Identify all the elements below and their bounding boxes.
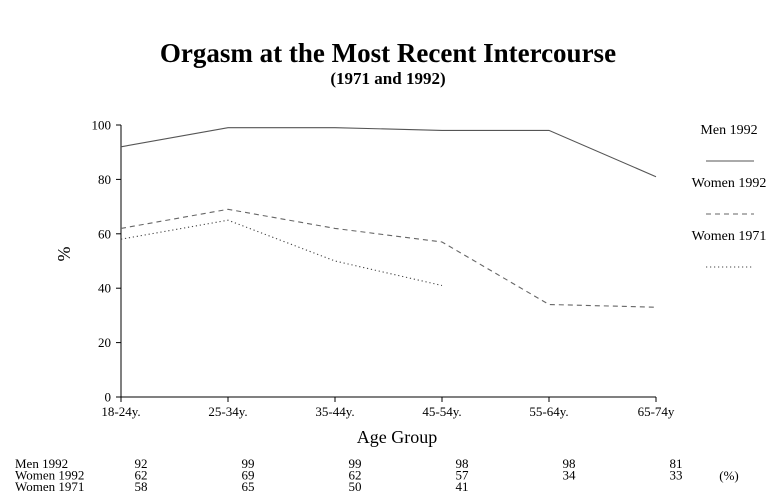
table-cell: 57 [456, 468, 470, 483]
table-cell: 98 [563, 456, 576, 471]
legend-label: Women 1992 [692, 176, 767, 191]
y-tick-label: 40 [98, 281, 111, 296]
legend: Men 1992 Women 1992 Women 1971 [692, 123, 767, 268]
table-cell: 41 [456, 479, 469, 494]
legend-label: Women 1971 [692, 229, 767, 244]
table-cell: 50 [349, 479, 362, 494]
y-tick-label: 80 [98, 172, 111, 187]
y-tick-label: 20 [98, 335, 111, 350]
series-line-men-1992 [120, 127, 657, 178]
table-cell: 58 [135, 479, 148, 494]
table-cell: 34 [563, 468, 577, 483]
table-cell: 62 [349, 468, 362, 483]
x-tick-label: 25-34y. [208, 404, 247, 419]
x-axis-label: Age Group [357, 427, 437, 447]
axes: 0 20 40 60 80 100 18-24y. 25-34y. 35-44y. 45-54y.… [92, 118, 675, 420]
data-table: Men 1992 92 99 99 98 98 81 Women 1992 62 69 62 57 34… [15, 456, 739, 494]
table-cell: 99 [349, 456, 362, 471]
x-tick-label: 45-54y. [422, 404, 461, 419]
y-axis-label: % [54, 247, 74, 262]
x-tick-label: 65-74y [638, 404, 675, 419]
table-cell: 33 [670, 468, 683, 483]
table-row-label: Men 1992 [15, 456, 68, 471]
y-tick-label: 0 [105, 390, 112, 405]
y-tick-label: 60 [98, 226, 111, 241]
table-cell: 98 [456, 456, 469, 471]
table-row-label: Women 1992 [15, 468, 84, 483]
table-row-label: Women 1971 [15, 479, 84, 494]
series-layer [120, 127, 657, 308]
series-line-women-1992 [120, 208, 657, 308]
x-tick-label: 55-64y. [529, 404, 568, 419]
legend-label: Men 1992 [700, 123, 757, 138]
x-tick-label: 18-24y. [101, 404, 140, 419]
table-cell: 99 [242, 456, 255, 471]
table-cell: 92 [135, 456, 148, 471]
table-cell: 81 [670, 456, 683, 471]
chart-subtitle: (1971 and 1992) [330, 69, 445, 88]
table-cell: 69 [242, 468, 255, 483]
table-unit-label: (%) [719, 468, 739, 483]
x-tick-label: 35-44y. [315, 404, 354, 419]
series-line-women-1971 [120, 219, 443, 287]
y-tick-label: 100 [92, 118, 112, 133]
table-cell: 65 [242, 479, 255, 494]
chart-title: Orgasm at the Most Recent Intercourse [160, 38, 616, 68]
table-cell: 62 [135, 468, 148, 483]
